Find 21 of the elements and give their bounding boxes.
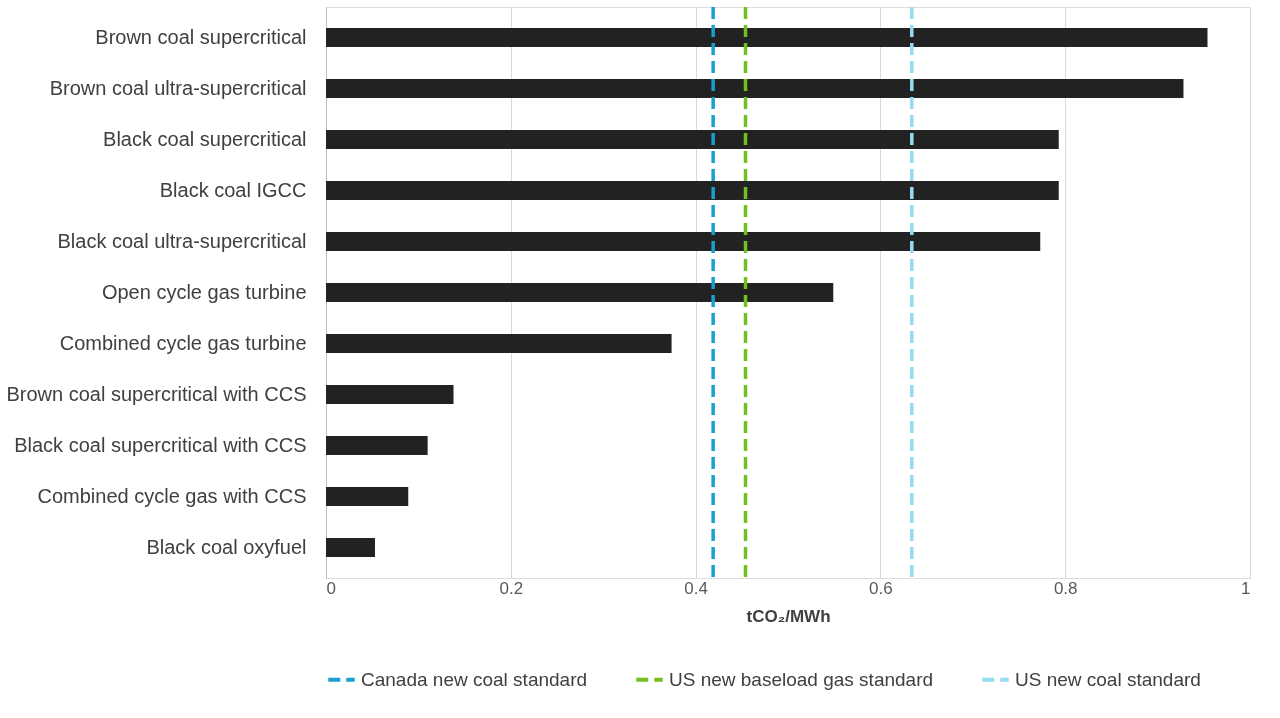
y-tick-label: Black coal IGCC <box>159 179 307 201</box>
y-tick-label: Combined cycle gas turbine <box>59 332 307 354</box>
legend-label: US new coal standard <box>1015 668 1201 690</box>
y-tick-label: Brown coal ultra-supercritical <box>49 77 307 99</box>
y-tick-label: Brown coal supercritical <box>95 26 307 48</box>
y-tick-label: Combined cycle gas with CCS <box>37 485 307 507</box>
x-tick-label: 0.2 <box>499 578 524 598</box>
x-tick-label: 0.8 <box>1053 578 1078 598</box>
y-tick-label: Brown coal supercritical with CCS <box>6 383 307 405</box>
y-tick-label: Black coal supercritical <box>103 128 307 150</box>
y-tick-label: Black coal ultra-supercritical <box>57 230 307 252</box>
legend-label: Canada new coal standard <box>361 668 588 690</box>
x-tick-label: 0.6 <box>869 578 893 598</box>
x-tick-label: 0 <box>326 578 336 598</box>
x-axis-title: tCO₂/MWh <box>746 606 831 626</box>
y-tick-label: Open cycle gas turbine <box>101 281 307 303</box>
y-tick-label: Black coal supercritical with CCS <box>14 434 307 456</box>
legend-label: US new baseload gas standard <box>669 668 934 690</box>
x-tick-label: 0.4 <box>684 578 708 598</box>
x-tick-label: 1 <box>1241 578 1251 598</box>
y-tick-label: Black coal oxyfuel <box>146 536 307 558</box>
